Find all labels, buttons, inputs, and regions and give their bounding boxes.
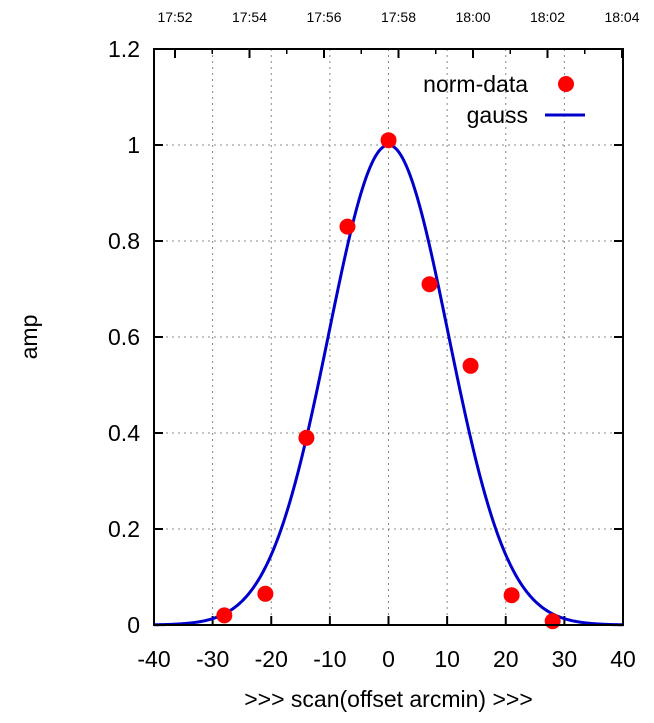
legend-swatch-norm-data [558, 76, 574, 92]
x-tick-label: 0 [382, 646, 395, 672]
top-tick-label: 17:52 [157, 9, 192, 25]
tick-labels: -40 -30 -20 -10 0 10 20 30 40 0 0.2 0.4 0.6 0.8 1 1.2 17… [108, 9, 640, 672]
top-tick-label: 18:00 [455, 9, 490, 25]
data-point [216, 607, 233, 624]
data-points [216, 132, 561, 630]
x-tick-label: -10 [313, 646, 346, 672]
grid [154, 49, 623, 625]
top-tick-label: 18:02 [530, 9, 565, 25]
top-tick-label: 17:58 [381, 9, 416, 25]
y-axis-label: amp [16, 315, 42, 360]
x-tick-label: -20 [255, 646, 288, 672]
legend: norm-data gauss [423, 71, 585, 128]
data-point [380, 132, 397, 149]
top-tick-label: 18:04 [604, 9, 639, 25]
legend-label-gauss: gauss [467, 102, 528, 128]
x-tick-label: 10 [434, 646, 460, 672]
x-tick-label: 40 [610, 646, 636, 672]
y-tick-label: 1 [127, 132, 140, 158]
data-point [298, 429, 315, 446]
x-tick-label: -30 [196, 646, 229, 672]
x-tick-label: -40 [137, 646, 170, 672]
x-axis-label: >>> scan(offset arcmin) >>> [244, 686, 533, 712]
data-point [462, 357, 479, 374]
y-tick-label: 0.4 [108, 420, 140, 446]
data-point [257, 585, 274, 602]
legend-label-norm-data: norm-data [423, 71, 528, 97]
top-tick-label: 17:54 [232, 9, 267, 25]
top-tick-label: 17:56 [306, 9, 341, 25]
x-tick-label: 30 [552, 646, 578, 672]
plot-frame [153, 48, 624, 626]
y-tick-label: 0.6 [108, 324, 140, 350]
data-point [544, 613, 561, 630]
data-point [339, 218, 356, 235]
y-tick-label: 0.2 [108, 516, 140, 542]
x-tick-label: 20 [493, 646, 519, 672]
y-tick-label: 1.2 [108, 36, 140, 62]
y-tick-label: 0.8 [108, 228, 140, 254]
data-point [421, 276, 438, 293]
data-point [503, 587, 520, 604]
y-tick-label: 0 [127, 612, 140, 638]
